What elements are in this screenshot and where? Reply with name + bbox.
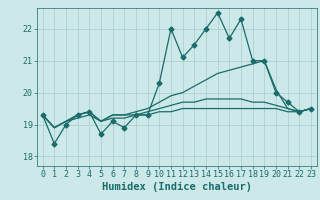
X-axis label: Humidex (Indice chaleur): Humidex (Indice chaleur)	[102, 182, 252, 192]
